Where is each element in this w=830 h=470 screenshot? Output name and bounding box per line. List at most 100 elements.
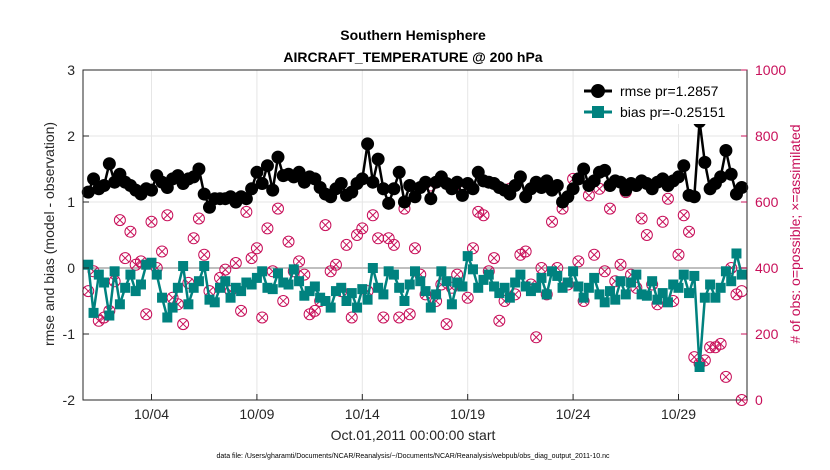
obs-assimilated-stroke (125, 227, 135, 237)
obs-assimilated-stroke (236, 306, 246, 316)
obs-assimilated-point (605, 204, 615, 214)
obs-possible-point (293, 255, 306, 268)
legend-bias-label: bias pr=-0.25151 (620, 104, 726, 120)
bias-point (357, 284, 368, 295)
bias-point (657, 288, 668, 299)
rmse-point (387, 182, 401, 196)
chart-title: Southern Hemisphere (340, 27, 486, 43)
bias-point (394, 282, 405, 293)
obs-possible-point (466, 242, 479, 255)
bias-point (130, 286, 141, 297)
obs-assimilated-point (278, 296, 288, 306)
obs-assimilated-stroke (278, 296, 288, 306)
obs-assimilated-stroke (247, 253, 257, 263)
obs-assimilated-point (262, 223, 272, 233)
bias-point (315, 292, 326, 303)
obs-assimilated-stroke (463, 293, 473, 303)
obs-assimilated-stroke (573, 256, 583, 266)
rmse-point (677, 159, 691, 173)
bias-point (104, 310, 115, 321)
bias-point (515, 269, 526, 280)
bias-point (710, 292, 721, 303)
bias-point (462, 251, 473, 262)
bias-point (120, 282, 131, 293)
obs-possible-point (187, 232, 200, 245)
obs-assimilated-point (584, 190, 594, 200)
bias-point (272, 268, 283, 279)
obs-assimilated-stroke (600, 266, 610, 276)
y-right-tick-label: 800 (755, 128, 779, 144)
bias-point (341, 296, 352, 306)
obs-assimilated-point (410, 243, 420, 253)
bias-point (346, 288, 357, 299)
obs-assimilated-point (320, 220, 330, 230)
obs-assimilated-point (146, 217, 157, 227)
obs-assimilated-stroke (331, 260, 341, 270)
rmse-series (81, 114, 749, 214)
obs-assimilated-point (637, 213, 647, 224)
obs-assimilated-point (405, 309, 415, 319)
obs-possible-point (572, 255, 585, 268)
obs-assimilated-point (478, 210, 489, 220)
obs-possible-point (672, 248, 685, 261)
obs-assimilated-stroke (384, 233, 394, 243)
bias-point (552, 270, 563, 281)
bias-point (141, 259, 152, 270)
obs-possible-point (298, 268, 311, 281)
obs-assimilated-point (120, 253, 130, 263)
obs-possible-point (345, 311, 358, 324)
obs-assimilated-stroke (394, 312, 404, 323)
rmse-point (687, 190, 701, 204)
y-right-axis-label: # of obs: o=possible; ×=assimilated (787, 124, 803, 343)
bias-point (452, 277, 463, 288)
obs-assimilated-stroke (584, 190, 594, 200)
bias-point (415, 276, 426, 287)
rmse-point (419, 175, 433, 189)
obs-possible-point (308, 304, 321, 317)
obs-assimilated-point (473, 207, 483, 217)
obs-assimilated-stroke (283, 237, 294, 247)
y-axis-ticks: -2 -1 0 1 2 3 (63, 62, 89, 408)
obs-assimilated-stroke (521, 246, 531, 257)
obs-assimilated-point (521, 246, 531, 257)
obs-assimilated-stroke (716, 339, 726, 349)
obs-assimilated-stroke (410, 243, 420, 253)
obs-assimilated-stroke (241, 207, 251, 217)
obs-assimilated-stroke (136, 256, 146, 266)
obs-assimilated-stroke (658, 217, 668, 227)
bias-point (199, 261, 210, 272)
obs-assimilated-stroke (473, 207, 483, 217)
y-tick-label: -1 (63, 326, 76, 342)
bias-point (636, 289, 647, 300)
bias-point (114, 299, 125, 310)
obs-assimilated-point (489, 253, 499, 263)
obs-assimilated-point (357, 223, 367, 233)
obs-assimilated-point (368, 210, 378, 220)
obs-assimilated-point (115, 215, 125, 225)
obs-assimilated-stroke (547, 217, 557, 227)
bias-point (262, 282, 273, 293)
obs-assimilated-point (378, 312, 388, 323)
bias-point (388, 269, 399, 280)
bias-point (157, 292, 168, 303)
rmse-point (192, 162, 206, 176)
x-axis-label: Oct.01,2011 00:00:00 start (331, 427, 496, 443)
rmse-point (571, 172, 585, 186)
bias-point (610, 294, 621, 305)
rmse-point (81, 185, 95, 199)
obs-possible-point (156, 245, 169, 258)
obs-assimilated-stroke (468, 243, 478, 253)
obs-assimilated-point (199, 250, 209, 260)
rmse-point (724, 167, 738, 181)
obs-assimilated-point (131, 260, 141, 270)
obs-assimilated-stroke (442, 319, 452, 329)
obs-assimilated-stroke (605, 204, 615, 214)
rmse-point (97, 179, 111, 192)
y-tick-label: 2 (67, 128, 75, 144)
legend: rmse pr=1.2857 bias pr=-0.25151 (578, 78, 742, 124)
bias-point (473, 282, 484, 293)
bias-point (352, 302, 363, 313)
bias-point (489, 281, 500, 292)
bias-point (99, 277, 110, 288)
bias-point (178, 261, 189, 272)
